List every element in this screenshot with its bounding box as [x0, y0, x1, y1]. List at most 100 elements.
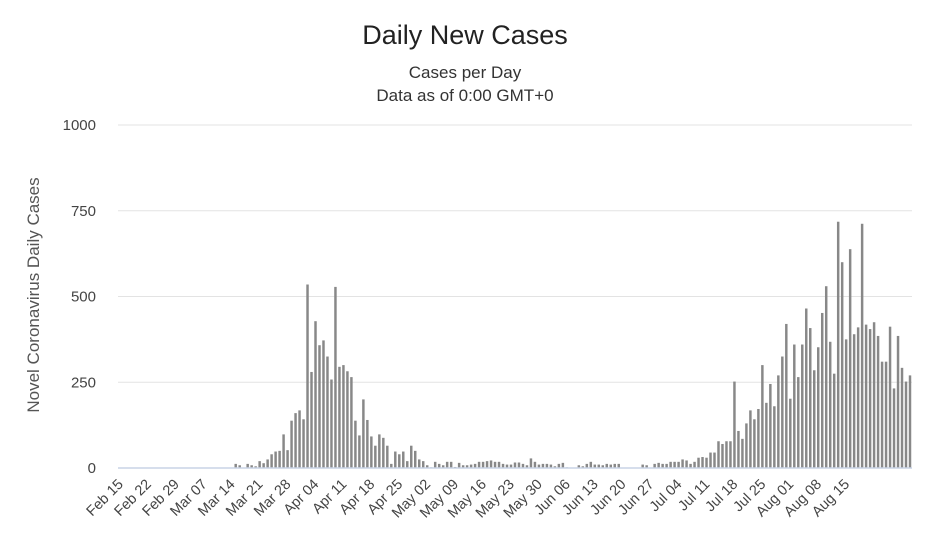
bar: [605, 463, 608, 468]
bar: [884, 361, 888, 468]
bar: [266, 459, 269, 468]
bar: [461, 465, 465, 468]
bar: [485, 461, 489, 468]
bar: [481, 461, 485, 468]
bar: [294, 413, 297, 468]
bar: [406, 461, 409, 468]
bar: [421, 461, 425, 468]
bar: [904, 381, 908, 468]
bar: [298, 410, 301, 468]
bar: [270, 454, 273, 468]
bar: [777, 375, 780, 468]
bar: [824, 286, 828, 468]
bar: [713, 452, 716, 468]
y-tick-label: 500: [71, 289, 96, 306]
bar: [250, 465, 253, 468]
bar: [617, 463, 620, 468]
bar: [868, 329, 872, 468]
bar: [302, 419, 305, 468]
bar: [836, 221, 840, 468]
bar: [306, 284, 309, 468]
bar: [757, 409, 760, 468]
bar: [234, 463, 237, 468]
bar: [892, 388, 896, 468]
bar: [733, 381, 736, 468]
bar: [509, 464, 513, 468]
bar: [856, 327, 860, 468]
bar: [601, 465, 605, 468]
bar: [872, 322, 876, 468]
bar: [593, 464, 597, 468]
bar: [330, 379, 333, 468]
bar: [314, 321, 317, 468]
bar: [896, 335, 900, 468]
bar: [238, 465, 241, 468]
bar: [374, 445, 377, 468]
bar: [577, 465, 581, 468]
bar: [437, 463, 441, 468]
bar: [465, 465, 469, 468]
bar: [326, 356, 329, 468]
y-tick-label: 0: [88, 460, 96, 477]
bar: [346, 371, 349, 468]
bar: [848, 249, 852, 468]
bar: [410, 445, 413, 468]
bar: [749, 410, 752, 468]
bar: [888, 326, 892, 468]
bar: [246, 463, 249, 468]
bar: [581, 466, 585, 468]
bar: [513, 462, 517, 468]
bar: [469, 464, 473, 468]
bar: [398, 454, 401, 468]
bar: [262, 463, 265, 468]
bar: [354, 420, 357, 468]
bar: [557, 463, 561, 468]
bar: [549, 464, 553, 468]
bar: [721, 443, 724, 468]
bars: [234, 221, 912, 469]
bar: [382, 437, 385, 468]
bar: [765, 402, 768, 468]
bar: [258, 461, 261, 468]
y-axis-label: Novel Coronavirus Daily Cases: [24, 177, 43, 412]
bar: [673, 461, 676, 468]
bar: [473, 463, 477, 468]
bar: [737, 430, 740, 468]
bar: [797, 377, 800, 468]
bar: [665, 463, 668, 468]
bar: [876, 335, 880, 468]
bar: [378, 434, 381, 468]
bar: [689, 463, 692, 468]
bar: [521, 463, 525, 468]
bar: [342, 365, 345, 468]
bar: [669, 461, 672, 468]
bar: [433, 461, 437, 468]
bar: [908, 375, 912, 468]
bar: [741, 438, 744, 468]
bar: [318, 345, 321, 468]
bar: [697, 457, 700, 468]
bar: [701, 457, 704, 468]
bar: [832, 373, 836, 468]
bar: [282, 434, 285, 468]
bar: [809, 328, 812, 468]
bar: [334, 286, 337, 468]
bar: [745, 423, 748, 468]
bar: [517, 462, 521, 468]
bar: [653, 463, 656, 468]
bar: [370, 436, 373, 468]
bar: [390, 463, 393, 468]
bar: [789, 398, 792, 468]
bar: [813, 370, 816, 468]
bar: [477, 461, 481, 468]
bar: [338, 366, 341, 468]
bar: [844, 339, 848, 469]
bar: [585, 463, 589, 468]
bar: [864, 324, 868, 468]
bar: [709, 452, 712, 468]
bar: [445, 461, 449, 468]
bar: [529, 458, 533, 468]
chart-title: Daily New Cases: [362, 20, 568, 50]
